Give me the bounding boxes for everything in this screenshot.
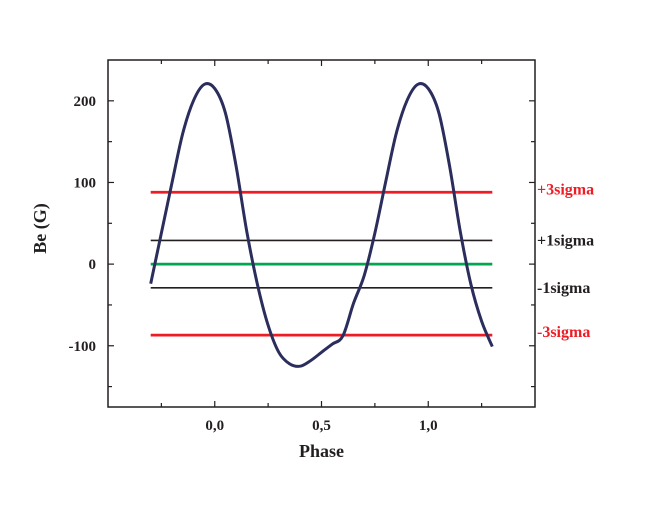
x-axis-label: Phase: [299, 441, 344, 461]
hline-label: +1sigma: [537, 232, 594, 249]
x-tick-label: 0,5: [312, 418, 331, 434]
x-tick-label: 0,0: [205, 418, 224, 434]
y-axis-label: Be (G): [30, 203, 51, 253]
y-tick-label: 200: [74, 94, 97, 110]
hline-label: -3sigma: [537, 324, 590, 341]
hline-label: +3sigma: [537, 181, 594, 198]
y-tick-label: -100: [69, 339, 97, 355]
y-tick-label: 100: [74, 175, 97, 191]
x-tick-label: 1,0: [419, 418, 438, 434]
plot-frame: [107, 59, 536, 408]
field-curve: [149, 82, 494, 368]
y-tick-label: 0: [89, 257, 97, 273]
hline-label: -1sigma: [537, 280, 590, 297]
